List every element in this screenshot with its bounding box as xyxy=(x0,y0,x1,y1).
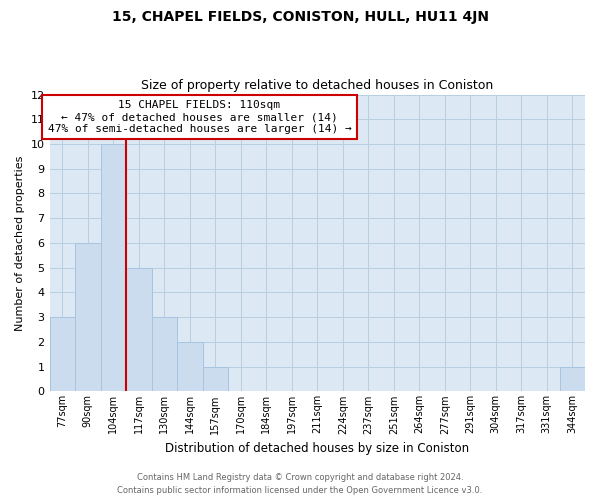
Bar xyxy=(203,366,228,392)
Y-axis label: Number of detached properties: Number of detached properties xyxy=(15,156,25,330)
Bar xyxy=(177,342,203,392)
Bar xyxy=(152,317,177,392)
Title: Size of property relative to detached houses in Coniston: Size of property relative to detached ho… xyxy=(141,79,493,92)
Bar xyxy=(75,243,101,392)
Bar xyxy=(101,144,126,392)
Bar xyxy=(50,317,75,392)
Bar xyxy=(126,268,152,392)
Text: 15 CHAPEL FIELDS: 110sqm
← 47% of detached houses are smaller (14)
47% of semi-d: 15 CHAPEL FIELDS: 110sqm ← 47% of detach… xyxy=(47,100,352,134)
Text: 15, CHAPEL FIELDS, CONISTON, HULL, HU11 4JN: 15, CHAPEL FIELDS, CONISTON, HULL, HU11 … xyxy=(112,10,488,24)
Bar xyxy=(560,366,585,392)
X-axis label: Distribution of detached houses by size in Coniston: Distribution of detached houses by size … xyxy=(165,442,469,455)
Text: Contains HM Land Registry data © Crown copyright and database right 2024.
Contai: Contains HM Land Registry data © Crown c… xyxy=(118,474,482,495)
